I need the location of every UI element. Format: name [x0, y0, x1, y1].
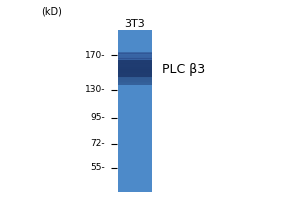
Bar — [118, 60, 152, 77]
Text: 170-: 170- — [85, 50, 105, 60]
Bar — [118, 70, 152, 72]
Bar — [118, 60, 152, 62]
Bar — [118, 58, 152, 60]
Bar — [118, 75, 152, 77]
Text: 55-: 55- — [90, 163, 105, 172]
Text: 95-: 95- — [90, 114, 105, 122]
Bar — [118, 78, 152, 80]
Bar — [118, 65, 152, 67]
Text: 3T3: 3T3 — [124, 19, 146, 29]
Bar — [118, 68, 152, 70]
Bar — [118, 55, 152, 57]
Bar — [118, 53, 152, 55]
Bar — [118, 80, 152, 82]
Bar — [118, 30, 152, 192]
Bar — [118, 62, 152, 64]
Text: 72-: 72- — [90, 140, 105, 148]
Text: (kD): (kD) — [42, 7, 62, 17]
Bar — [118, 57, 152, 59]
Bar — [118, 72, 152, 73]
Bar — [118, 52, 152, 54]
Bar — [118, 63, 152, 65]
Text: PLC β3: PLC β3 — [162, 64, 205, 76]
Text: 130-: 130- — [85, 85, 105, 94]
Bar — [118, 73, 152, 75]
Bar — [118, 82, 152, 83]
Bar — [118, 67, 152, 68]
Bar — [118, 77, 152, 78]
Bar — [118, 83, 152, 85]
